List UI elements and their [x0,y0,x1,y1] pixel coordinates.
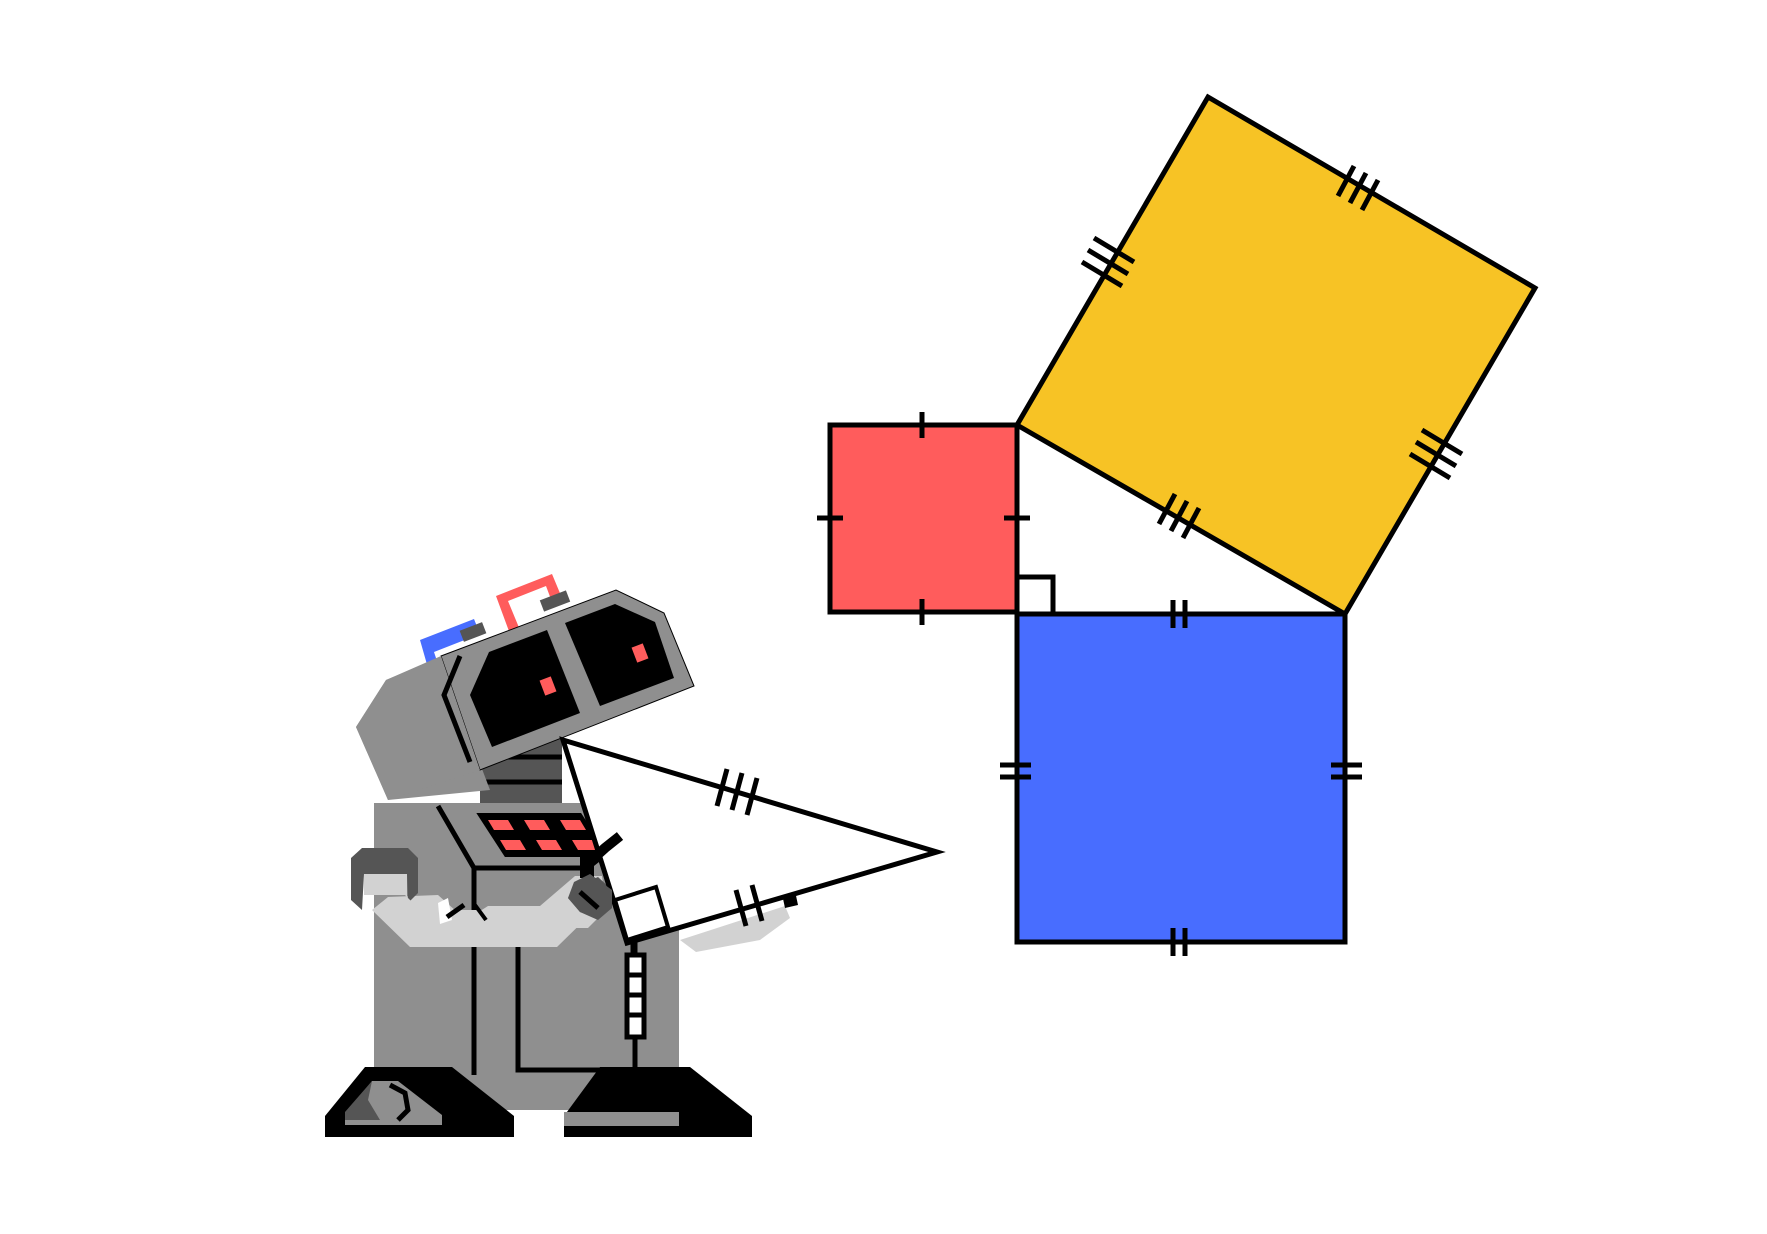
blue-square-icon [1014,611,1348,945]
right-triangle-icon [559,736,946,947]
robot-gripper-front [568,832,624,920]
antenna-red-icon [496,574,562,634]
tick-mark-icon [1080,164,1464,540]
right-angle-marker-icon [1017,574,1056,614]
robot-icon [325,574,798,1137]
pythagorean-diagram [817,93,1539,956]
tick-mark-icon [733,884,765,927]
red-square-icon [827,422,1020,615]
robot-head [356,574,695,800]
tick-mark-icon [1000,600,1362,956]
robot-cord [624,940,647,1040]
right-eye-pupil [631,643,649,663]
left-eye-pupil [539,676,557,696]
left-eye-screen [470,630,580,747]
right-eye-screen [565,604,674,706]
tick-mark-icon [817,412,1030,625]
yellow-square-icon [1013,93,1539,618]
robot-shoulder [351,848,418,910]
tick-mark-icon [714,768,760,816]
